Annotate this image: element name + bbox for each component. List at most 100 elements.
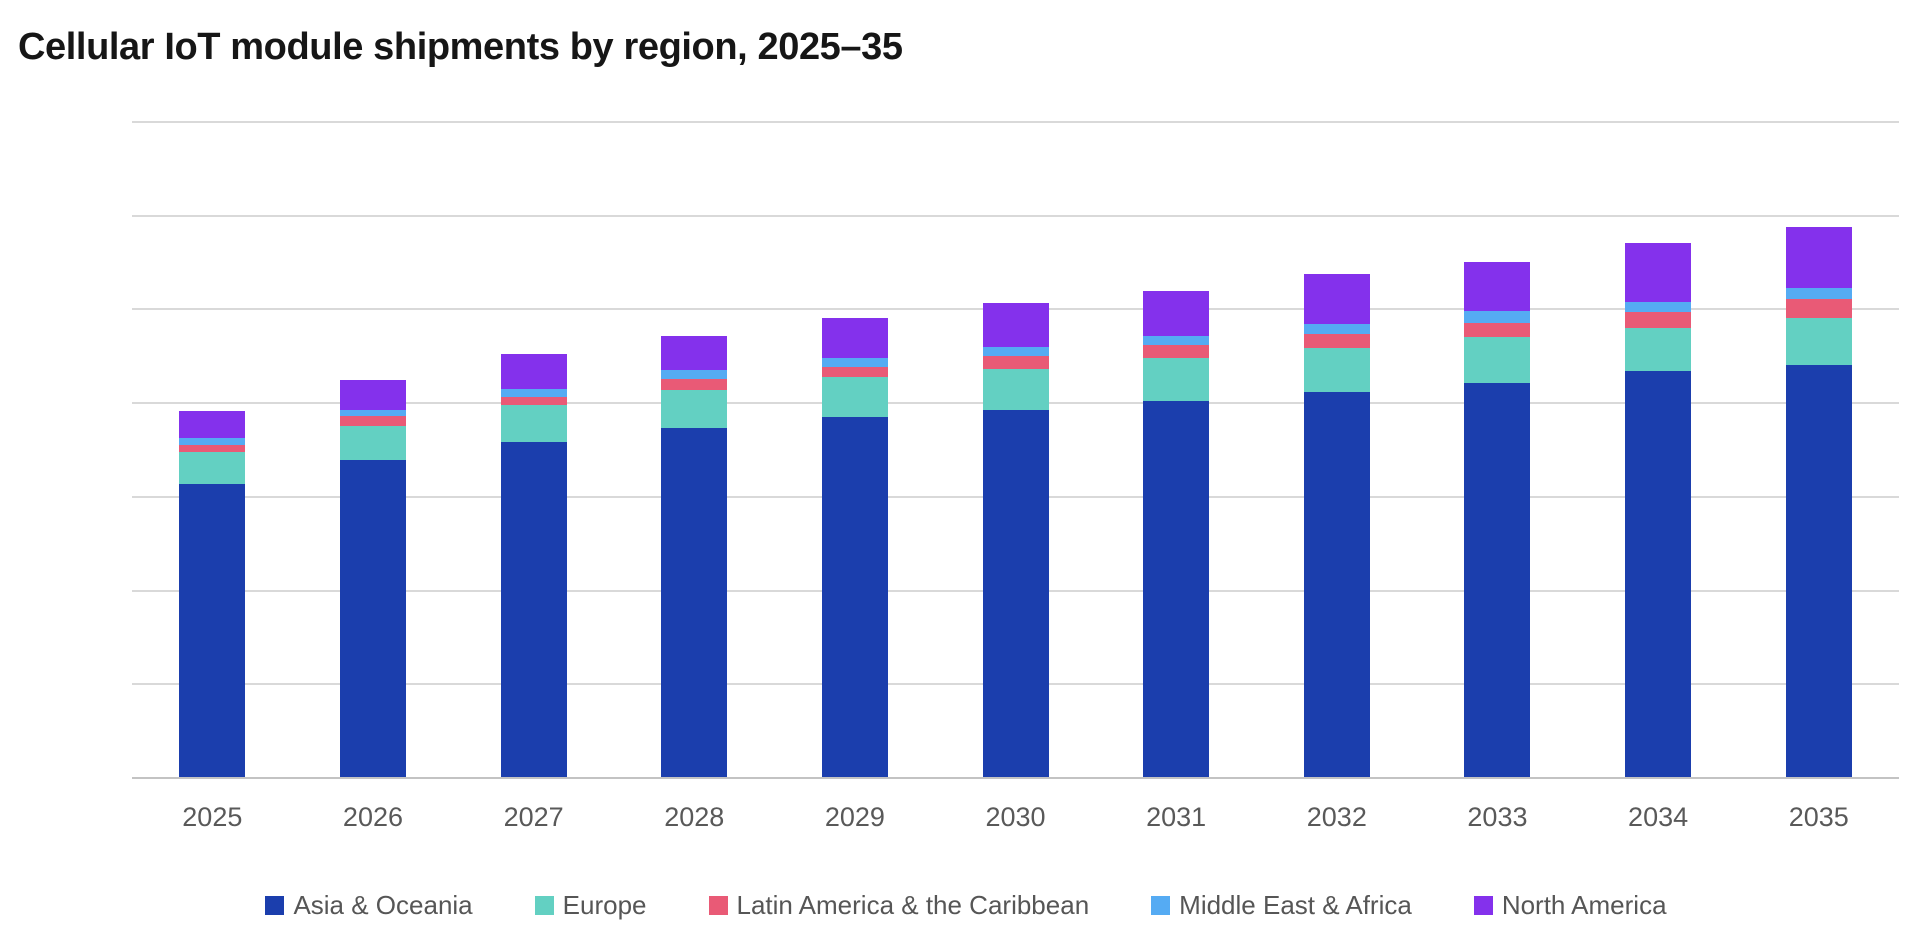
bar-column-2031 xyxy=(1096,122,1257,778)
bar-segment xyxy=(179,437,246,446)
bar-column-2034 xyxy=(1578,122,1739,778)
legend-item: North America xyxy=(1473,890,1667,921)
bar-segment xyxy=(1303,273,1370,325)
bar-segment xyxy=(1464,382,1531,778)
x-axis-label: 2033 xyxy=(1467,802,1528,832)
bar-segment xyxy=(821,376,888,418)
stacked-bar-2027 xyxy=(500,353,567,778)
legend: Asia & Oceania Europe Latin America & the … xyxy=(66,890,1866,921)
legend-item: Latin America & the Caribbean xyxy=(708,890,1090,921)
bar-segment xyxy=(1143,358,1210,402)
legend-swatch xyxy=(1151,896,1171,915)
x-axis-label: 2029 xyxy=(824,802,885,832)
x-axis-line xyxy=(132,777,1899,779)
bar-segment xyxy=(339,425,406,461)
bar-column-2027 xyxy=(453,122,614,778)
x-axis-label: 2035 xyxy=(1788,802,1849,832)
bar-column-2030 xyxy=(935,122,1096,778)
bar-segment xyxy=(1143,335,1210,346)
bar-segment xyxy=(982,356,1049,370)
bar-segment xyxy=(1625,301,1692,313)
stacked-bar-2034 xyxy=(1625,242,1692,778)
bar-segment xyxy=(821,366,888,377)
bar-column-2033 xyxy=(1417,122,1578,778)
legend-label: Asia & Oceania xyxy=(293,890,473,920)
bar-segment xyxy=(179,451,246,484)
x-axis-label: 2031 xyxy=(1146,802,1207,832)
legend-swatch xyxy=(1473,896,1493,915)
stacked-bar-2029 xyxy=(821,317,888,778)
bar-segment xyxy=(1785,317,1852,365)
bar-segment xyxy=(661,370,728,379)
bar-column-2026 xyxy=(293,122,454,778)
plot-area xyxy=(132,121,1899,779)
bar-column-2028 xyxy=(614,122,775,778)
bar-column-2029 xyxy=(775,122,936,778)
bar-segment xyxy=(1303,333,1370,348)
bar-segment xyxy=(1785,364,1852,778)
bar-segment xyxy=(500,405,567,442)
legend-label: Middle East & Africa xyxy=(1179,890,1412,920)
bar-column-2025 xyxy=(132,122,293,778)
bar-segment xyxy=(1625,371,1692,778)
bar-segment xyxy=(821,417,888,778)
bar-segment xyxy=(982,302,1049,347)
legend-swatch xyxy=(265,896,285,915)
bar-segment xyxy=(1625,312,1692,329)
x-axis-label: 2030 xyxy=(985,802,1046,832)
legend-item: Europe xyxy=(534,890,647,921)
x-axis-labels: 2025 2026 2027 2028 2029 2030 2031 2032 2033 2034… xyxy=(132,802,1899,833)
x-axis-label: 2026 xyxy=(342,802,403,832)
legend-item: Asia & Oceania xyxy=(265,890,473,921)
bar-segment xyxy=(1303,347,1370,392)
bar-segment xyxy=(1143,401,1210,778)
stacked-bar-2026 xyxy=(339,379,406,778)
bar-segment xyxy=(1464,311,1531,323)
x-axis-label: 2028 xyxy=(664,802,725,832)
bar-segment xyxy=(500,389,567,397)
bar-segment xyxy=(982,409,1049,778)
legend-swatch xyxy=(534,896,554,915)
bar-segment xyxy=(982,369,1049,410)
bar-segment xyxy=(1464,336,1531,383)
legend-label: North America xyxy=(1501,890,1667,920)
x-axis-label: 2034 xyxy=(1628,802,1689,832)
bar-segment xyxy=(339,460,406,778)
gridline xyxy=(132,121,1899,123)
bar-segment xyxy=(179,483,246,778)
bar-segment xyxy=(1785,226,1852,288)
bar-segment xyxy=(661,378,728,391)
bar-segment xyxy=(179,445,246,452)
bar-segment xyxy=(982,346,1049,357)
bar-segment xyxy=(339,416,406,426)
stacked-bar-2031 xyxy=(1143,290,1210,778)
bar-segment xyxy=(1625,242,1692,302)
legend-label: Latin America & the Caribbean xyxy=(736,890,1090,920)
bar-segment xyxy=(821,358,888,367)
bar-segment xyxy=(661,335,728,371)
legend-swatch xyxy=(708,896,728,915)
stacked-bar-2033 xyxy=(1464,261,1531,778)
bar-segment xyxy=(1464,261,1531,312)
bar-segment xyxy=(179,410,246,438)
bar-segment xyxy=(1785,299,1852,318)
legend-item: Middle East & Africa xyxy=(1151,890,1412,921)
x-axis-label: 2025 xyxy=(182,802,243,832)
bar-segment xyxy=(339,379,406,410)
bar-segment xyxy=(500,441,567,778)
bar-segment xyxy=(500,396,567,406)
legend-label: Europe xyxy=(562,890,647,920)
gridline xyxy=(132,214,1899,217)
bar-segment xyxy=(1464,322,1531,337)
bar-segment xyxy=(339,409,406,417)
bar-segment xyxy=(1625,328,1692,372)
x-axis-label: 2032 xyxy=(1306,802,1367,832)
bar-column-2032 xyxy=(1256,122,1417,778)
bar-segment xyxy=(1303,324,1370,334)
bar-segment xyxy=(1303,391,1370,778)
stacked-bar-2035 xyxy=(1785,226,1852,778)
bar-segment xyxy=(1143,345,1210,359)
stacked-bar-2025 xyxy=(179,410,246,778)
bar-segment xyxy=(661,428,728,778)
bar-segment xyxy=(1143,290,1210,336)
